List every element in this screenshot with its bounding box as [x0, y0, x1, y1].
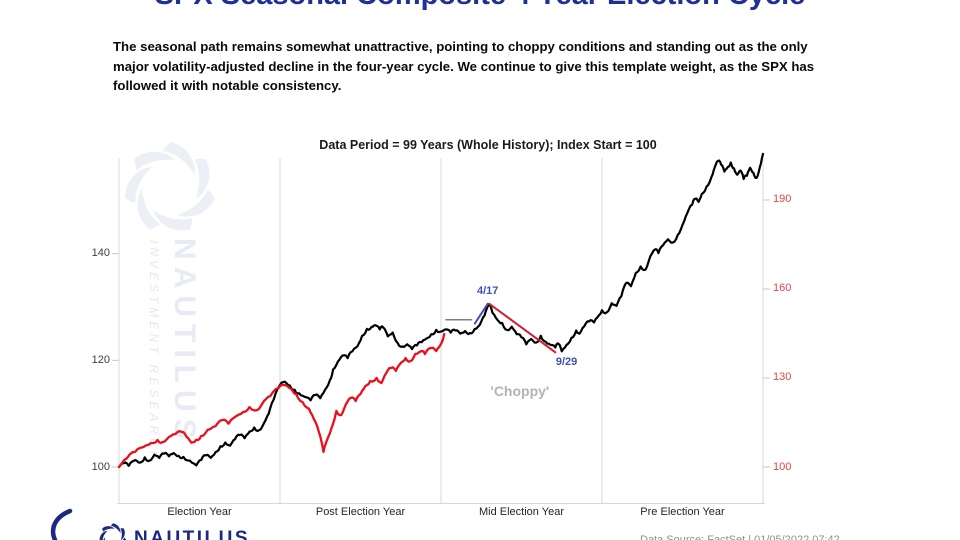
subtitle-line-1: The seasonal path remains somewhat unatt… [113, 39, 808, 54]
right-axis-tick-label: 160 [773, 282, 792, 295]
nautilus-footer-logo-icon [50, 508, 129, 540]
right-axis-tick-label: 190 [773, 193, 792, 206]
left-axis-tick-label: 140 [91, 247, 110, 260]
footer-brand: NAUTILUS [134, 528, 251, 540]
right-axis-tick-label: 130 [773, 371, 792, 384]
left-axis-tick-label: 100 [91, 460, 110, 473]
watermark-tagline-text: INVESTMENT RESEARCH [147, 240, 161, 463]
subtitle-line-2: major volatility-adjusted decline in the… [113, 58, 815, 74]
left-axis-tick-label: 120 [91, 353, 110, 366]
series-seasonal-composite-99yr-line [117, 152, 765, 469]
chart-title: Data Period = 99 Years (Whole History); … [319, 138, 657, 152]
annotation-label: 4/17 [476, 285, 499, 297]
right-axis-tick-label: 100 [773, 460, 792, 473]
subtitle-line-3: followed it with notable consistency. [113, 78, 342, 93]
subtitle: The seasonal path remains somewhat unatt… [113, 37, 814, 96]
watermark-brand-text: NAUTILUS [168, 238, 201, 446]
footer-source-note: Data Source: FactSet | 01/05/2022 07:42 [640, 534, 840, 540]
rally-into-apr17-line [473, 302, 489, 325]
x-axis-section-label: Mid Election Year [479, 506, 564, 518]
x-axis-section-label: Election Year [167, 506, 232, 518]
page-title: SPX Seasonal Composite 4 Year Election C… [0, 0, 960, 12]
x-axis-section-label: Pre Election Year [640, 506, 725, 518]
annotation-label: 9/29 [555, 355, 578, 368]
annotation-label: 'Choppy' [490, 383, 550, 400]
decline-to-sep29-line [488, 302, 557, 354]
plot-lines [112, 152, 770, 504]
x-axis-section-label: Post Election Year [315, 506, 406, 518]
series-spx-actual-line [117, 332, 446, 469]
